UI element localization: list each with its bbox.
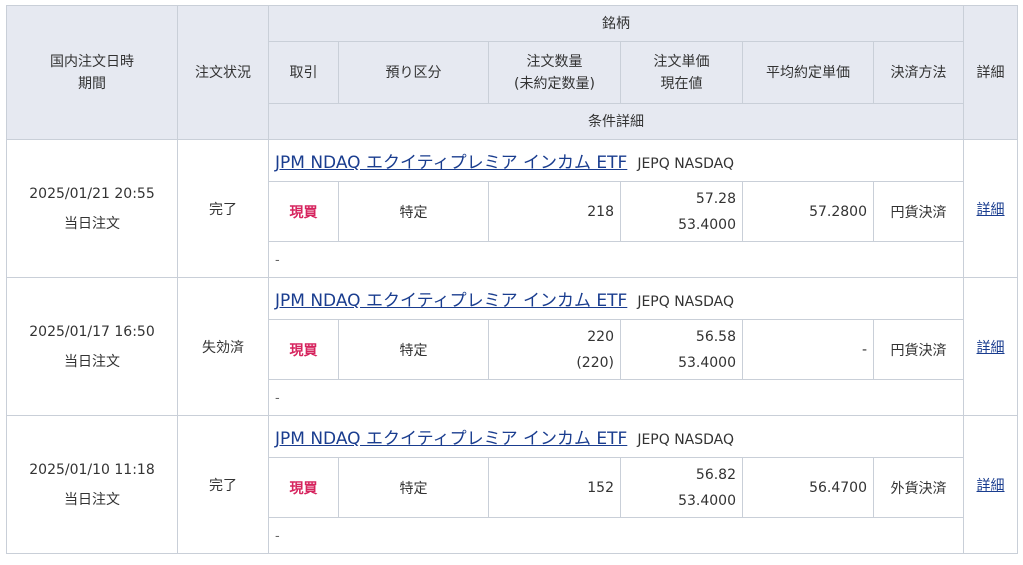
condition-detail: - — [275, 252, 280, 268]
header-qty-line2: (未約定数量) — [514, 75, 595, 92]
header-detail: 詳細 — [963, 5, 1019, 140]
detail-cell: 詳細 — [963, 415, 1019, 554]
header-date-line2: 期間 — [78, 75, 106, 92]
current-price: 53.4000 — [678, 216, 736, 233]
account-type: 特定 — [338, 457, 489, 518]
trade-cell: 現買 — [268, 319, 339, 380]
stock-code: JEPQ NASDAQ — [637, 156, 735, 172]
order-status: 完了 — [177, 139, 269, 278]
stock-cell: JPM NDAQ エクイティプレミア インカム ETF JEPQ NASDAQ — [267, 277, 965, 320]
table-row: - — [7, 517, 1018, 554]
account-type: 特定 — [338, 181, 489, 242]
stock-name-link[interactable]: JPM NDAQ エクイティプレミア インカム ETF — [275, 429, 628, 449]
condition-cell: - — [267, 241, 965, 278]
condition-cell: - — [267, 517, 965, 554]
table-row: 2025/01/10 11:18 当日注文 完了 JPM NDAQ エクイティプ… — [6, 415, 1019, 554]
qty-cell: 218 — [488, 181, 621, 242]
order-datetime-cell: 2025/01/10 11:18 当日注文 — [6, 415, 178, 554]
header-condition: 条件詳細 — [267, 103, 965, 140]
table-row: 現買 特定 218 57.28 53.4000 57.2800 円貨決済 — [7, 181, 1018, 242]
avg-price: 56.4700 — [742, 457, 874, 518]
account-type: 特定 — [338, 319, 489, 380]
table-header: 国内注文日時 期間 注文状況 銘柄 詳細 取引 預り区分 注文数量 (未約定数量… — [6, 5, 1019, 140]
order-price: 56.58 — [695, 328, 736, 345]
trade-type: 現買 — [289, 342, 318, 359]
price-cell: 57.28 53.4000 — [620, 181, 743, 242]
header-avg-price: 平均約定単価 — [742, 41, 874, 104]
detail-link[interactable]: 詳細 — [976, 477, 1005, 494]
order-status: 完了 — [177, 415, 269, 554]
header-stock: 銘柄 — [267, 5, 965, 42]
trade-type: 現買 — [289, 480, 318, 497]
order-price: 56.82 — [695, 466, 736, 483]
table-row: - — [7, 241, 1018, 278]
order-qty: 152 — [587, 479, 614, 496]
order-qty: 218 — [587, 203, 614, 220]
detail-cell: 詳細 — [963, 277, 1019, 416]
order-datetime: 2025/01/17 16:50 — [29, 323, 155, 340]
current-price: 53.4000 — [678, 354, 736, 371]
trade-cell: 現買 — [268, 181, 339, 242]
header-qty: 注文数量 (未約定数量) — [488, 41, 621, 104]
detail-link[interactable]: 詳細 — [976, 339, 1005, 356]
stock-code: JEPQ NASDAQ — [637, 294, 735, 310]
order-history: 国内注文日時 期間 注文状況 銘柄 詳細 取引 預り区分 注文数量 (未約定数量… — [6, 5, 1019, 554]
current-price: 53.4000 — [678, 492, 736, 509]
order-datetime-cell: 2025/01/21 20:55 当日注文 — [6, 139, 178, 278]
table-row: 2025/01/21 20:55 当日注文 完了 JPM NDAQ エクイティプ… — [6, 139, 1019, 278]
order-status: 失効済 — [177, 277, 269, 416]
avg-price: 57.2800 — [742, 181, 874, 242]
order-period: 当日注文 — [64, 353, 120, 370]
condition-detail: - — [275, 528, 280, 544]
settlement-method: 円貨決済 — [872, 181, 965, 242]
order-datetime: 2025/01/21 20:55 — [29, 185, 155, 202]
header-account: 預り区分 — [338, 41, 489, 104]
unfilled-qty: (220) — [576, 354, 614, 371]
trade-type: 現買 — [289, 204, 318, 221]
header-price-line1: 注文単価 — [653, 53, 710, 70]
header-qty-line1: 注文数量 — [526, 53, 583, 70]
order-datetime: 2025/01/10 11:18 — [29, 461, 155, 478]
table-body: 2025/01/21 20:55 当日注文 完了 JPM NDAQ エクイティプ… — [6, 139, 1019, 554]
table-row: 現買 特定 152 56.82 53.4000 56.4700 外貨決済 — [7, 457, 1018, 518]
order-price: 57.28 — [695, 190, 736, 207]
header-status: 注文状況 — [177, 5, 269, 140]
price-cell: 56.58 53.4000 — [620, 319, 743, 380]
condition-cell: - — [267, 379, 965, 416]
header-date: 国内注文日時 期間 — [6, 5, 178, 140]
table-row: - — [7, 379, 1018, 416]
header-date-line1: 国内注文日時 — [50, 53, 134, 70]
condition-detail: - — [275, 390, 280, 406]
price-cell: 56.82 53.4000 — [620, 457, 743, 518]
stock-code: JEPQ NASDAQ — [637, 432, 735, 448]
header-trade: 取引 — [268, 41, 339, 104]
table-row: 2025/01/17 16:50 当日注文 失効済 JPM NDAQ エクイティ… — [6, 277, 1019, 416]
stock-cell: JPM NDAQ エクイティプレミア インカム ETF JEPQ NASDAQ — [267, 415, 965, 458]
order-period: 当日注文 — [64, 215, 120, 232]
table-row: 現買 特定 220 (220) 56.58 53.4000 - 円貨決済 — [7, 319, 1018, 380]
header-price: 注文単価 現在値 — [620, 41, 743, 104]
order-period: 当日注文 — [64, 491, 120, 508]
trade-cell: 現買 — [268, 457, 339, 518]
detail-link[interactable]: 詳細 — [976, 201, 1005, 218]
stock-cell: JPM NDAQ エクイティプレミア インカム ETF JEPQ NASDAQ — [267, 139, 965, 182]
header-settlement: 決済方法 — [872, 41, 965, 104]
order-datetime-cell: 2025/01/17 16:50 当日注文 — [6, 277, 178, 416]
qty-cell: 220 (220) — [488, 319, 621, 380]
order-history-table: 国内注文日時 期間 注文状況 銘柄 詳細 取引 預り区分 注文数量 (未約定数量… — [6, 5, 1019, 554]
avg-price: - — [742, 319, 874, 380]
settlement-method: 円貨決済 — [872, 319, 965, 380]
stock-name-link[interactable]: JPM NDAQ エクイティプレミア インカム ETF — [275, 153, 628, 173]
header-price-line2: 現在値 — [660, 75, 703, 92]
qty-cell: 152 — [488, 457, 621, 518]
settlement-method: 外貨決済 — [872, 457, 965, 518]
order-qty: 220 — [587, 328, 614, 345]
stock-name-link[interactable]: JPM NDAQ エクイティプレミア インカム ETF — [275, 291, 628, 311]
detail-cell: 詳細 — [963, 139, 1019, 278]
